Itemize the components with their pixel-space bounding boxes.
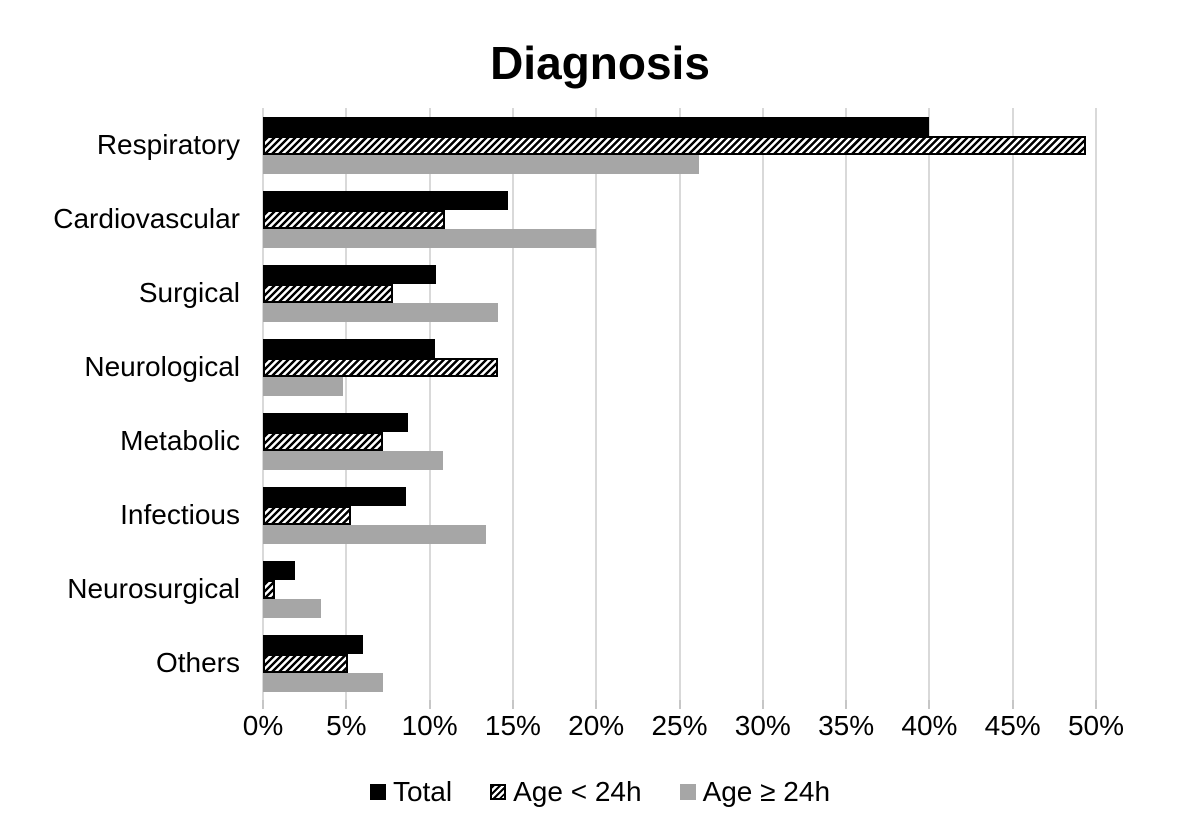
gridline: [345, 108, 348, 700]
category-band-neurosurgical: [263, 552, 1096, 626]
x-axis-tick-labels: 0% 5% 10% 15% 20% 25% 30% 35% 40% 45% 50%: [243, 710, 1124, 750]
legend-swatch-icon: [490, 784, 507, 800]
category-band-metabolic: [263, 404, 1096, 478]
x-axis-tick-label: 40%: [901, 710, 958, 741]
chart-title: Diagnosis: [490, 37, 710, 89]
bar-others-total: [263, 635, 363, 654]
x-axis-tick-label: 35%: [818, 710, 875, 741]
gridline: [1095, 108, 1097, 700]
axis-tick-mark: [345, 700, 348, 709]
bar-neurological-age-<-24h: [263, 358, 498, 377]
bar-others-age-<-24h: [263, 654, 348, 673]
x-axis-tick-label: 50%: [1067, 710, 1125, 741]
axis-tick-mark: [262, 700, 264, 709]
category-label-infectious: Infectious: [120, 499, 240, 530]
category-band-cardiovascular: [263, 182, 1096, 256]
bar-infectious-age-≥-24h: [263, 525, 487, 544]
x-axis-tick-label: 25%: [651, 710, 708, 741]
bar-infectious-age-<-24h: [263, 506, 352, 525]
legend-swatch-icon: [679, 784, 696, 800]
gridline: [511, 108, 514, 700]
legend-item-age-<-24h: Age < 24h: [490, 776, 642, 808]
category-label-neurosurgical: Neurosurgical: [67, 573, 240, 604]
x-axis-tick-label: 5%: [326, 710, 367, 741]
gridline: [1011, 108, 1014, 700]
gridline: [262, 108, 264, 700]
category-label-respiratory: Respiratory: [96, 129, 240, 160]
axis-tick-mark: [845, 700, 848, 709]
bar-respiratory-age-≥-24h: [263, 155, 700, 174]
bar-neurosurgical-age-<-24h: [263, 580, 275, 599]
x-axis-tick-label: 15%: [484, 710, 541, 741]
legend-label: Age < 24h: [513, 776, 642, 807]
category-band-others: [263, 626, 1096, 700]
legend-item-total: Total: [369, 776, 453, 808]
gridline: [845, 108, 848, 700]
bar-neurological-total: [263, 339, 435, 358]
bar-metabolic-total: [263, 413, 408, 432]
x-axis-tick-label: 20%: [568, 710, 625, 741]
bar-cardiovascular-total: [263, 191, 508, 210]
axis-tick-mark: [1011, 700, 1014, 709]
legend-label: Total: [392, 776, 453, 807]
category-label-surgical: Surgical: [138, 277, 240, 308]
category-label-metabolic: Metabolic: [120, 425, 240, 456]
axis-tick-mark: [761, 700, 764, 709]
category-band-surgical: [263, 256, 1096, 330]
bar-neurosurgical-total: [263, 561, 295, 580]
bar-metabolic-age-<-24h: [263, 432, 383, 451]
x-axis-tick-label: 45%: [984, 710, 1041, 741]
bar-others-age-≥-24h: [263, 673, 383, 692]
bar-respiratory-age-<-24h: [263, 136, 1086, 155]
bar-surgical-age-<-24h: [263, 284, 393, 303]
axis-tick-mark: [928, 700, 931, 709]
category-label-cardiovascular: Cardiovascular: [53, 203, 240, 234]
bar-metabolic-age-≥-24h: [263, 451, 443, 470]
bar-cardiovascular-age-≥-24h: [263, 229, 597, 248]
bar-neurosurgical-age-≥-24h: [263, 599, 322, 618]
legend: Total Age < 24h Age ≥ 24h: [0, 776, 1200, 808]
legend-item-age-≥-24h: Age ≥ 24h: [679, 776, 831, 808]
category-band-respiratory: [263, 108, 1096, 182]
x-axis-tick-label: 0%: [242, 710, 284, 741]
gridline: [428, 108, 431, 700]
axis-tick-mark: [595, 700, 598, 709]
gridline: [595, 108, 598, 700]
axis-tick-mark: [511, 700, 514, 709]
bar-surgical-total: [263, 265, 437, 284]
legend-label: Age ≥ 24h: [702, 776, 831, 807]
gridline: [678, 108, 681, 700]
category-label-others: Others: [155, 647, 240, 678]
axis-tick-mark: [428, 700, 431, 709]
category-label-neurological: Neurological: [84, 351, 240, 382]
x-axis-tick-label: 30%: [734, 710, 791, 741]
category-band-infectious: [263, 478, 1096, 552]
gridline: [928, 108, 931, 700]
gridline: [761, 108, 764, 700]
x-axis-tick-label: 10%: [401, 710, 458, 741]
axis-tick-mark: [1095, 700, 1097, 709]
category-band-neurological: [263, 330, 1096, 404]
bar-respiratory-total: [263, 117, 930, 136]
legend-swatch-icon: [369, 784, 386, 800]
bar-cardiovascular-age-<-24h: [263, 210, 445, 229]
plot-area: [262, 108, 1097, 709]
bar-neurological-age-≥-24h: [263, 377, 343, 396]
bar-surgical-age-≥-24h: [263, 303, 498, 322]
axis-tick-mark: [678, 700, 681, 709]
bar-infectious-total: [263, 487, 407, 506]
